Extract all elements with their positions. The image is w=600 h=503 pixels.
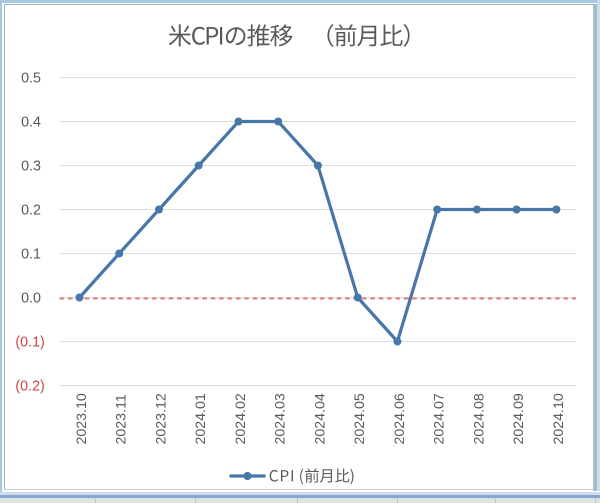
svg-text:2024.06: 2024.06 <box>392 393 408 444</box>
svg-text:2024.05: 2024.05 <box>352 393 368 444</box>
svg-text:2023.11: 2023.11 <box>114 394 130 444</box>
svg-text:2024.04: 2024.04 <box>312 393 328 444</box>
svg-text:2024.08: 2024.08 <box>471 393 487 444</box>
svg-text:0.0: 0.0 <box>21 291 41 307</box>
svg-text:0.1: 0.1 <box>21 247 41 263</box>
svg-text:2024.02: 2024.02 <box>233 393 249 444</box>
svg-text:2024.10: 2024.10 <box>551 393 567 444</box>
svg-text:0.5: 0.5 <box>21 71 41 87</box>
svg-text:(0.1): (0.1) <box>15 335 44 351</box>
svg-text:0.4: 0.4 <box>21 115 41 131</box>
svg-text:2024.03: 2024.03 <box>273 393 289 444</box>
svg-text:2023.12: 2023.12 <box>154 393 170 444</box>
svg-text:2023.10: 2023.10 <box>74 393 90 444</box>
svg-text:2024.07: 2024.07 <box>432 393 448 444</box>
svg-text:0.2: 0.2 <box>21 203 41 219</box>
svg-text:0.3: 0.3 <box>21 159 41 175</box>
svg-text:2024.01: 2024.01 <box>193 393 209 444</box>
svg-text:2024.09: 2024.09 <box>511 393 527 444</box>
svg-text:(0.2): (0.2) <box>15 379 44 395</box>
